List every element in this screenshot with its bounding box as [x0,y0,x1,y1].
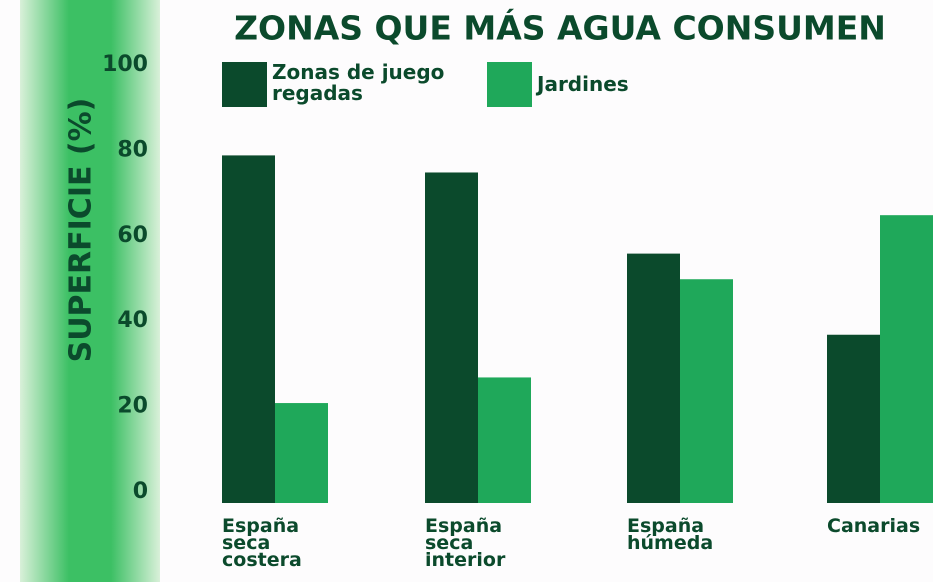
legend-swatch [487,62,532,107]
legend-swatch [222,62,267,107]
bar [275,403,328,503]
y-tick-label: 40 [117,308,148,333]
y-tick-label: 0 [133,479,148,504]
x-tick-label: España seca costera [222,515,302,572]
bar [627,253,680,503]
bar [478,377,531,503]
y-tick-label: 100 [102,52,148,77]
y-axis-label: SUPERFICIE (%) [64,98,99,363]
bar [425,172,478,504]
bar [827,334,880,503]
legend-label: Zonas de juego regadas [272,60,445,105]
side-strip [20,0,160,582]
chart-title: ZONAS QUE MÁS AGUA CONSUMEN [234,8,886,48]
legend-label: Jardines [537,72,629,96]
bar [880,215,933,503]
x-tick-label: España seca interior [425,515,506,572]
bar [680,279,733,503]
y-tick-label: 60 [117,223,148,248]
y-tick-label: 80 [117,137,148,162]
x-tick-label: España húmeda [627,515,714,555]
bar [222,155,275,503]
x-tick-label: Canarias [827,515,921,537]
y-tick-label: 20 [117,394,148,419]
